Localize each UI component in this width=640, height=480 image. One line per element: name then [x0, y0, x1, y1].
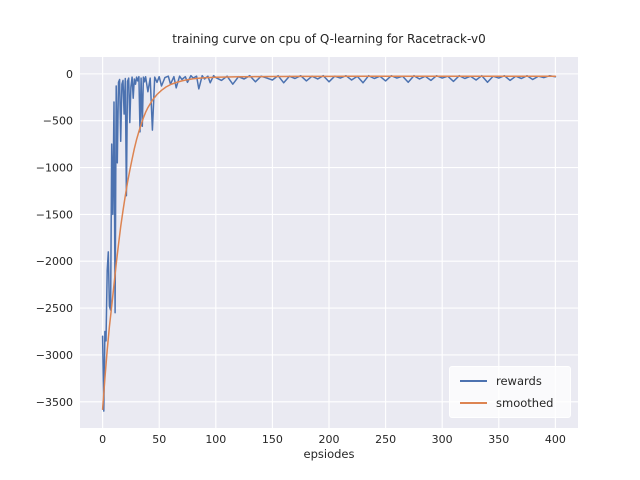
x-tick-label: 150 [262, 433, 283, 446]
x-tick-label: 100 [205, 433, 226, 446]
x-tick-label: 250 [375, 433, 396, 446]
x-axis-label: epsiodes [303, 447, 355, 461]
legend-item-smoothed: smoothed [460, 396, 560, 410]
y-tick-label: −1000 [36, 162, 73, 175]
y-tick-label: −500 [43, 115, 73, 128]
y-tick-label: −3500 [36, 396, 73, 409]
x-tick-label: 400 [545, 433, 566, 446]
legend-label-smoothed: smoothed [496, 396, 554, 410]
legend-label-rewards: rewards [496, 374, 542, 388]
x-tick-label: 200 [319, 433, 340, 446]
legend-line-smoothed [460, 402, 487, 404]
chart-title: training curve on cpu of Q-learning for … [172, 32, 486, 46]
y-tick-label: −1500 [36, 208, 73, 221]
legend-item-rewards: rewards [460, 374, 560, 388]
x-tick-label: 300 [432, 433, 453, 446]
series-line-smoothed [101, 75, 557, 411]
y-tick-label: −3000 [36, 349, 73, 362]
legend: rewards smoothed [449, 366, 571, 418]
y-tick-label: −2000 [36, 255, 73, 268]
x-tick-label: 350 [488, 433, 509, 446]
x-tick-label: 0 [99, 433, 106, 446]
y-tick-label: 0 [66, 68, 73, 81]
y-tick-label: −2500 [36, 302, 73, 315]
legend-line-rewards [460, 380, 487, 382]
x-tick-label: 50 [152, 433, 166, 446]
